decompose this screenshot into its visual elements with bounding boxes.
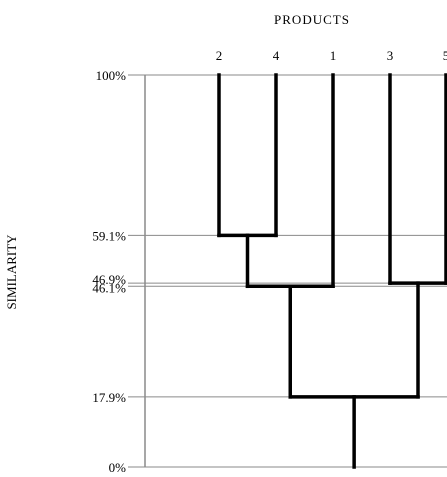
y-tick-label: 46.1% (92, 280, 126, 295)
chart-title: PRODUCTS (274, 12, 350, 27)
leaf-label: 1 (330, 48, 337, 63)
y-tick-label: 46.9% (92, 272, 126, 287)
y-tick-label: 59.1% (92, 228, 126, 243)
leaf-label: 2 (216, 48, 223, 63)
dendrogram-branches (217, 73, 447, 469)
y-axis-label: SIMILARITY (4, 234, 19, 310)
y-tick-labels: 100% 59.1% 46.9%46.1% 17.9% 0% (92, 68, 126, 475)
leaf-label: 3 (387, 48, 394, 63)
leaf-labels: 2 4 1 3 5 (216, 48, 447, 63)
y-tick-label: 17.9% (92, 390, 126, 405)
leaf-label: 4 (273, 48, 280, 63)
grid-lines (128, 74, 447, 468)
y-tick-label: 100% (96, 68, 127, 83)
leaf-label: 5 (443, 48, 447, 63)
y-tick-label: 0% (109, 460, 127, 475)
